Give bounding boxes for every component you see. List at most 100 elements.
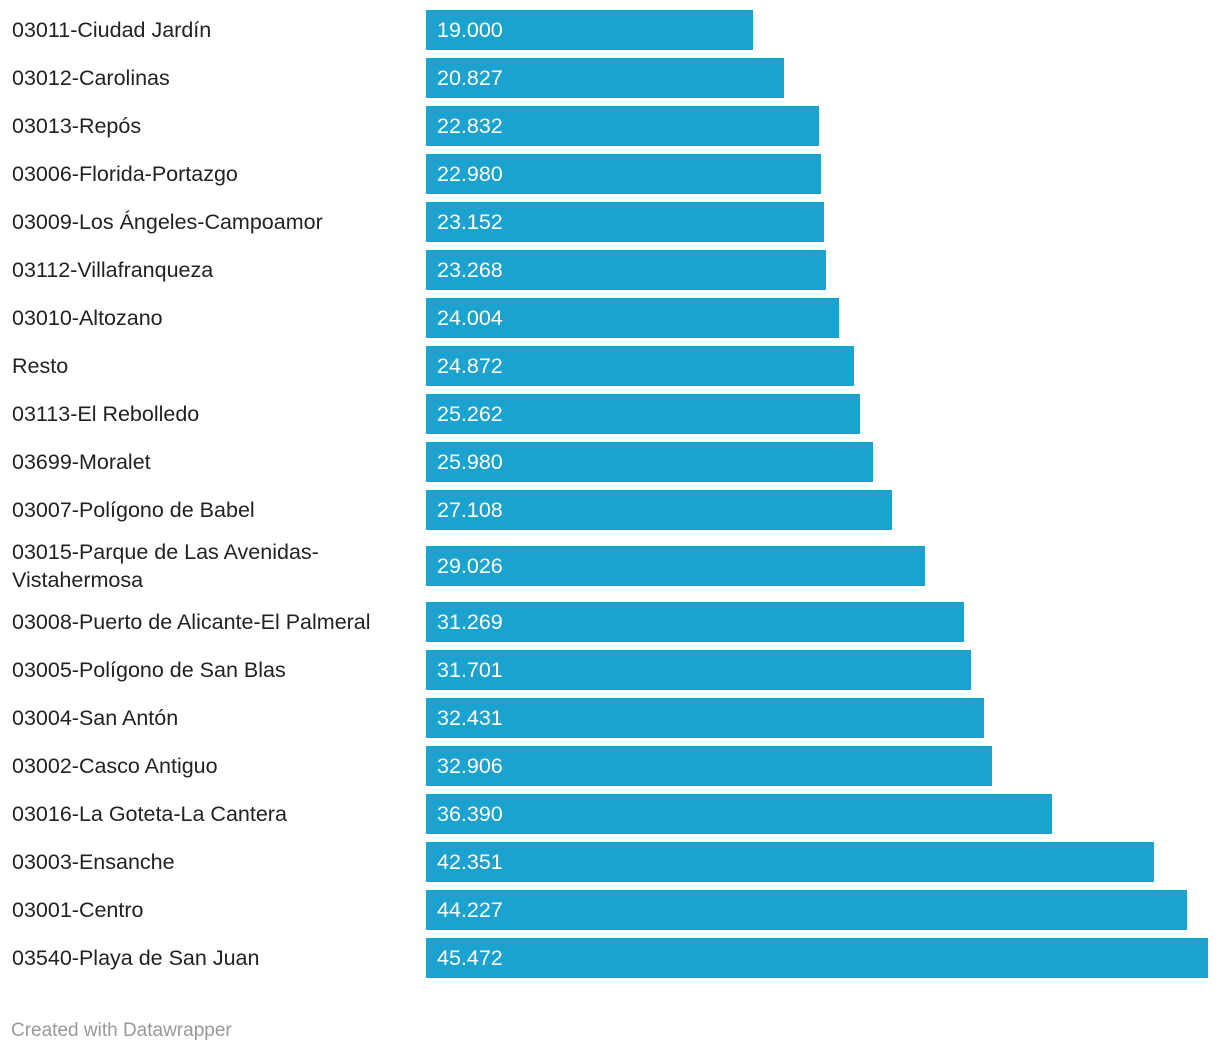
bar-row: 03006-Florida-Portazgo 22.980 — [0, 150, 1220, 198]
value-label: 45.472 — [437, 945, 503, 970]
value-label: 22.832 — [437, 113, 503, 138]
category-label: 03009-Los Ángeles-Campoamor — [12, 210, 323, 234]
bar-row: 03004-San Antón 32.431 — [0, 694, 1220, 742]
category-label: 03010-Altozano — [12, 306, 163, 330]
bar: 36.390 — [426, 794, 1052, 834]
bar-row: Resto 24.872 — [0, 342, 1220, 390]
bar: 22.832 — [426, 106, 819, 146]
bar-track: 23.268 — [426, 250, 1208, 290]
bar-track: 44.227 — [426, 890, 1208, 930]
bar: 24.004 — [426, 298, 839, 338]
bar-row: 03699-Moralet 25.980 — [0, 438, 1220, 486]
bar: 31.269 — [426, 602, 964, 642]
value-label: 24.004 — [437, 305, 503, 330]
bar: 19.000 — [426, 10, 753, 50]
value-label: 36.390 — [437, 801, 503, 826]
bar: 23.268 — [426, 250, 827, 290]
bar-row: 03001-Centro 44.227 — [0, 886, 1220, 934]
category-label: 03003-Ensanche — [12, 850, 175, 874]
bar-track: 29.026 — [426, 546, 1208, 586]
value-label: 24.872 — [437, 353, 503, 378]
bar-track: 25.980 — [426, 442, 1208, 482]
bar-track: 27.108 — [426, 490, 1208, 530]
category-label: 03112-Villafranqueza — [12, 258, 214, 282]
value-label: 23.152 — [437, 209, 503, 234]
bar-track: 32.431 — [426, 698, 1208, 738]
category-label: 03007-Polígono de Babel — [12, 498, 255, 522]
bar-track: 20.827 — [426, 58, 1208, 98]
bar-track: 45.472 — [426, 938, 1208, 978]
bar-row: 03113-El Rebolledo 25.262 — [0, 390, 1220, 438]
bar: 23.152 — [426, 202, 825, 242]
footer: Created with Datawrapper — [11, 1020, 232, 1041]
bar-track: 23.152 — [426, 202, 1208, 242]
category-label: 03004-San Antón — [12, 706, 179, 730]
bar-row: 03005-Polígono de San Blas 31.701 — [0, 646, 1220, 694]
bar-track: 24.872 — [426, 346, 1208, 386]
bar: 45.472 — [426, 938, 1208, 978]
value-label: 32.906 — [437, 753, 503, 778]
bar-row: 03013-Repós 22.832 — [0, 102, 1220, 150]
bar-row: 03002-Casco Antiguo 32.906 — [0, 742, 1220, 790]
bar-track: 19.000 — [426, 10, 1208, 50]
category-label: 03008-Puerto de Alicante-El Palmeral — [12, 610, 371, 634]
bar-track: 32.906 — [426, 746, 1208, 786]
category-label: 03015-Parque de Las Avenidas-Vistahermos… — [12, 540, 319, 592]
value-label: 32.431 — [437, 705, 503, 730]
bar-row: 03011-Ciudad Jardín 19.000 — [0, 6, 1220, 54]
category-label: Resto — [12, 354, 69, 378]
value-label: 19.000 — [437, 17, 503, 42]
value-label: 25.980 — [437, 449, 503, 474]
category-label: 03540-Playa de San Juan — [12, 946, 260, 970]
category-label: 03113-El Rebolledo — [12, 402, 200, 426]
bar: 22.980 — [426, 154, 822, 194]
bar-track: 36.390 — [426, 794, 1208, 834]
bar-row: 03007-Polígono de Babel 27.108 — [0, 486, 1220, 534]
category-label: 03005-Polígono de San Blas — [12, 658, 286, 682]
value-label: 22.980 — [437, 161, 503, 186]
category-label: 03002-Casco Antiguo — [12, 754, 218, 778]
value-label: 31.701 — [437, 657, 503, 682]
bar: 29.026 — [426, 546, 926, 586]
bar-track: 31.269 — [426, 602, 1208, 642]
bar-row: 03540-Playa de San Juan 45.472 — [0, 934, 1220, 982]
bar: 27.108 — [426, 490, 893, 530]
bar-row: 03003-Ensanche 42.351 — [0, 838, 1220, 886]
bar-track: 42.351 — [426, 842, 1208, 882]
bar: 25.262 — [426, 394, 861, 434]
bar: 25.980 — [426, 442, 873, 482]
category-label: 03699-Moralet — [12, 450, 151, 474]
value-label: 44.227 — [437, 897, 503, 922]
value-label: 27.108 — [437, 497, 503, 522]
bar-row: 03010-Altozano 24.004 — [0, 294, 1220, 342]
category-label: 03012-Carolinas — [12, 66, 170, 90]
bar: 32.431 — [426, 698, 984, 738]
bar: 24.872 — [426, 346, 854, 386]
category-label: 03011-Ciudad Jardín — [12, 18, 212, 42]
bar-track: 25.262 — [426, 394, 1208, 434]
category-label: 03006-Florida-Portazgo — [12, 162, 238, 186]
bar: 42.351 — [426, 842, 1155, 882]
bar-track: 24.004 — [426, 298, 1208, 338]
value-label: 31.269 — [437, 609, 503, 634]
value-label: 25.262 — [437, 401, 503, 426]
value-label: 23.268 — [437, 257, 503, 282]
bar: 44.227 — [426, 890, 1187, 930]
bar-row: 03016-La Goteta-La Cantera 36.390 — [0, 790, 1220, 838]
bar-track: 22.832 — [426, 106, 1208, 146]
bar-row: 03112-Villafranqueza 23.268 — [0, 246, 1220, 294]
category-label: 03016-La Goteta-La Cantera — [12, 802, 287, 826]
value-label: 42.351 — [437, 849, 503, 874]
bar-row: 03009-Los Ángeles-Campoamor 23.152 — [0, 198, 1220, 246]
bar-row: 03008-Puerto de Alicante-El Palmeral 31.2… — [0, 598, 1220, 646]
bar: 32.906 — [426, 746, 992, 786]
bar-row: 03015-Parque de Las Avenidas-Vistahermos… — [0, 534, 1220, 598]
bar: 31.701 — [426, 650, 972, 690]
chart: 03011-Ciudad Jardín 19.000 03012-Carolinas… — [0, 6, 1220, 982]
bar-track: 31.701 — [426, 650, 1208, 690]
value-label: 20.827 — [437, 65, 503, 90]
bar: 20.827 — [426, 58, 785, 98]
value-label: 29.026 — [437, 553, 503, 578]
bar-track: 22.980 — [426, 154, 1208, 194]
